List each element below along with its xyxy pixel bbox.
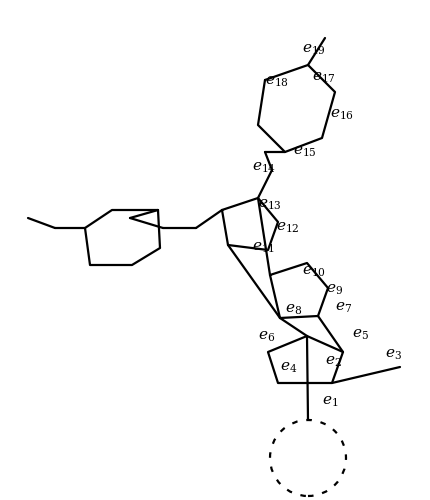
- Text: $e_{15}$: $e_{15}$: [292, 145, 316, 159]
- Text: $e_{13}$: $e_{13}$: [258, 198, 281, 212]
- Text: $e_{5}$: $e_{5}$: [351, 328, 368, 342]
- Text: $e_{11}$: $e_{11}$: [252, 241, 274, 255]
- Text: $e_{4}$: $e_{4}$: [280, 361, 297, 375]
- Text: $e_{3}$: $e_{3}$: [384, 348, 401, 362]
- Text: $e_{8}$: $e_{8}$: [284, 303, 301, 317]
- Text: $e_{17}$: $e_{17}$: [311, 71, 335, 85]
- Text: $e_{7}$: $e_{7}$: [334, 301, 351, 315]
- Text: $e_{14}$: $e_{14}$: [252, 161, 275, 175]
- Text: $e_{12}$: $e_{12}$: [275, 221, 299, 235]
- Text: $e_{2}$: $e_{2}$: [324, 355, 341, 369]
- Text: $e_{6}$: $e_{6}$: [258, 330, 274, 344]
- Text: $e_{19}$: $e_{19}$: [301, 43, 325, 57]
- Text: $e_{1}$: $e_{1}$: [321, 395, 338, 409]
- Text: $e_{16}$: $e_{16}$: [329, 108, 353, 122]
- Text: $e_{18}$: $e_{18}$: [264, 75, 288, 89]
- Text: $e_{10}$: $e_{10}$: [301, 265, 325, 279]
- Text: $e_{9}$: $e_{9}$: [325, 283, 342, 297]
